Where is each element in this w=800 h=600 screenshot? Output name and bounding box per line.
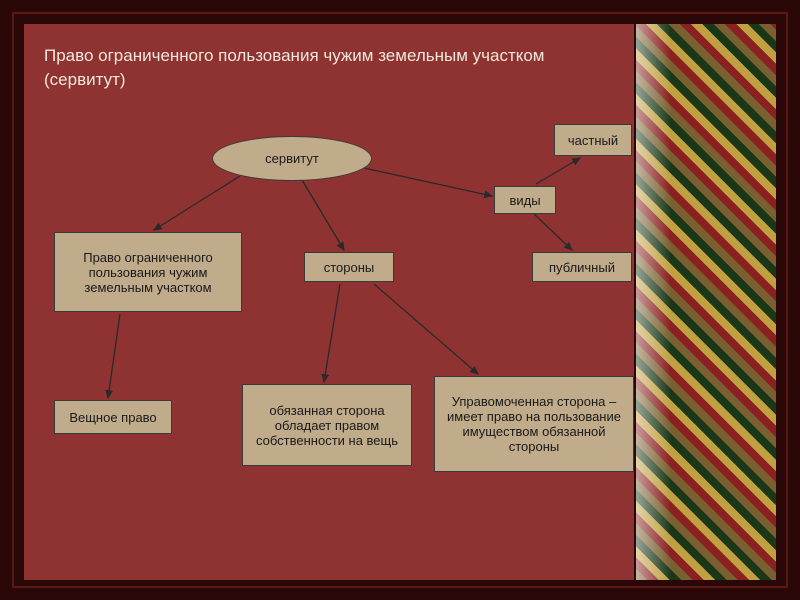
edge-root-pravo [154,176,240,230]
node-upravomochennaya: Управомоченная сторона – имеет право на … [434,376,634,472]
edge-root-vidy [364,168,492,196]
content-area: Право ограниченного пользования чужим зе… [24,24,634,580]
edge-root-storony [302,180,344,250]
outer-frame: Право ограниченного пользования чужим зе… [12,12,788,588]
strip-highlight [636,24,671,580]
node-chastnyi: частный [554,124,632,156]
node-storony: стороны [304,252,394,282]
node-root: сервитут [212,136,372,181]
edge-vidy-publichnyi [534,214,572,250]
edge-storony-obyazannaya [324,284,340,382]
node-obyazannaya: обязанная сторона обладает правом собств… [242,384,412,466]
edge-vidy-chastnyi [536,158,580,184]
decorative-strip [636,24,776,580]
node-vidy: виды [494,186,556,214]
node-pravo: Право ограниченного пользования чужим зе… [54,232,242,312]
edge-pravo-veshchnoe [108,314,120,398]
slide-title: Право ограниченного пользования чужим зе… [44,44,554,92]
node-publichnyi: публичный [532,252,632,282]
edge-storony-upravomochennaya [374,284,478,374]
node-veshchnoe: Вещное право [54,400,172,434]
